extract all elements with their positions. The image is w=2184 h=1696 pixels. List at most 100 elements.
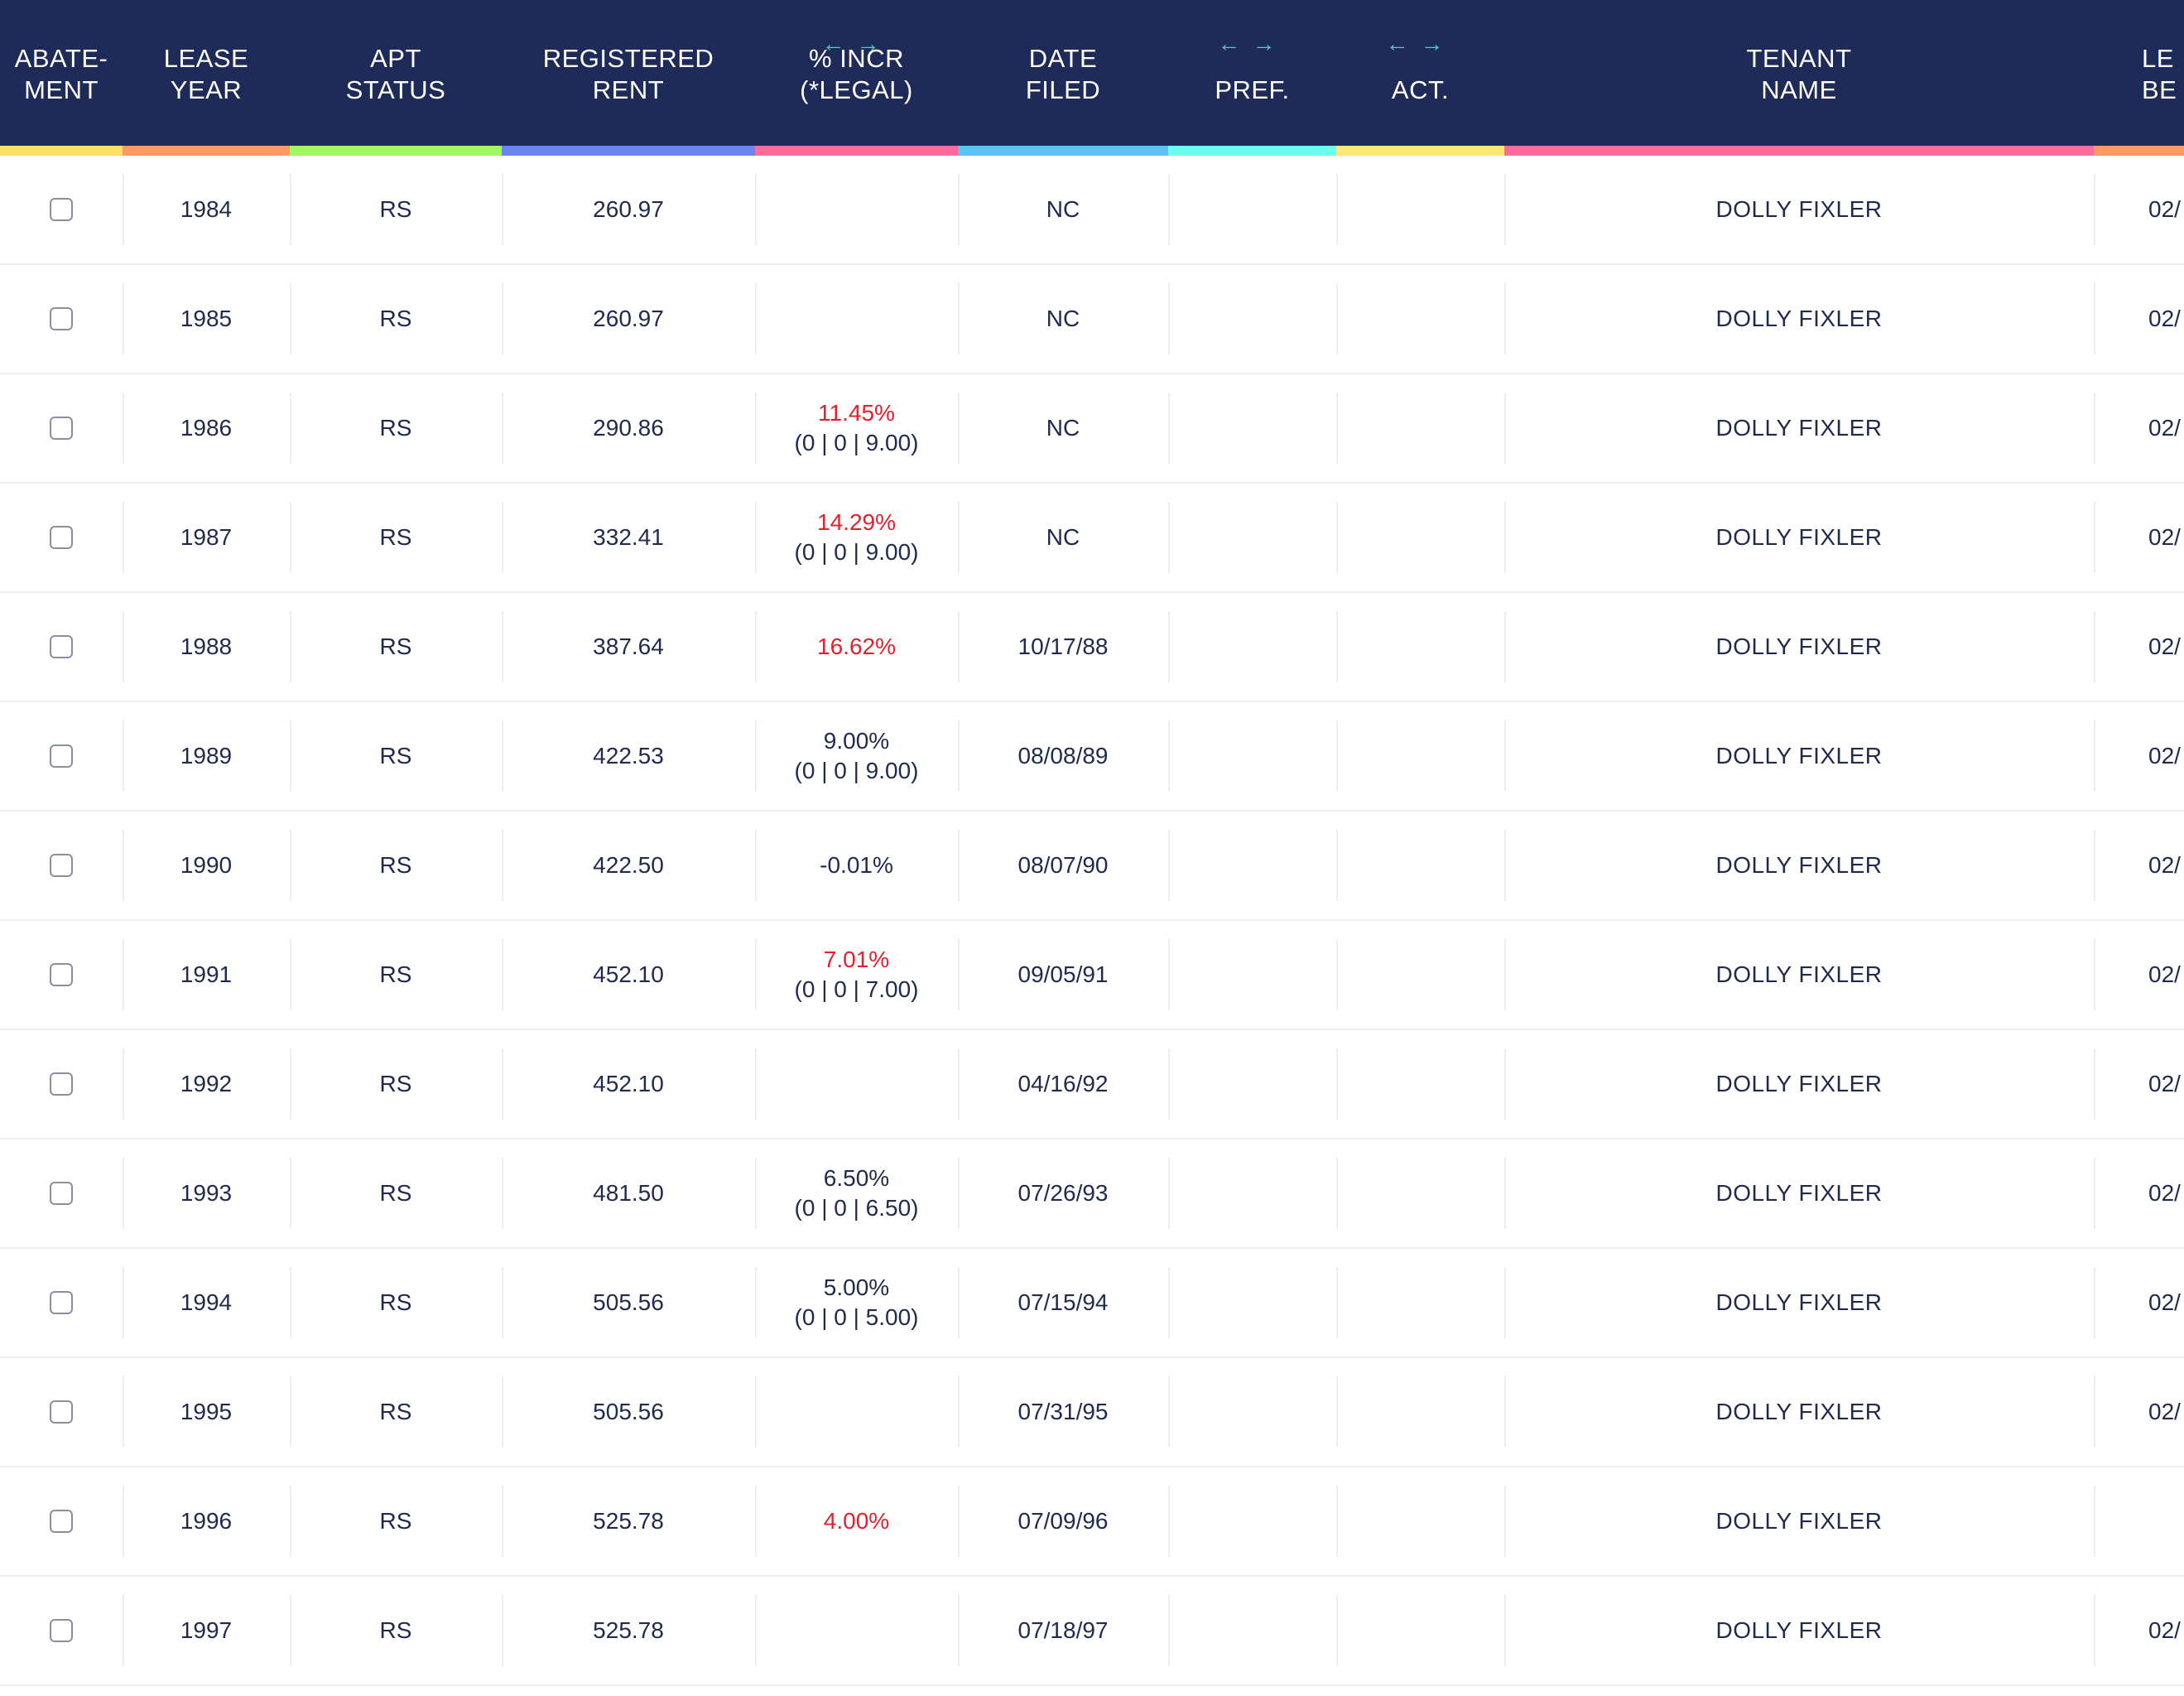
abatement-checkbox[interactable] bbox=[50, 1400, 73, 1424]
pct-incr-value: 5.00% bbox=[823, 1274, 890, 1300]
cell-pct-incr bbox=[755, 1577, 958, 1684]
table-row[interactable]: 1990 RS 422.50 -0.01% 08/07/90 DOLLY FIXLER 02… bbox=[0, 812, 2184, 921]
column-color-stripe bbox=[755, 146, 958, 156]
column-header-date-filed[interactable]: DATE FILED bbox=[958, 0, 1168, 156]
table-row[interactable]: 1988 RS 387.64 16.62% 10/17/88 DOLLY FIXLER 02… bbox=[0, 593, 2184, 702]
cell-registered-rent: 481.50 bbox=[502, 1140, 755, 1247]
lease-begin-value: 02/ bbox=[2148, 634, 2181, 659]
table-row[interactable]: 1994 RS 505.56 5.00% (0 | 0 | 5.00) 07/15/94 D… bbox=[0, 1249, 2184, 1358]
table-row[interactable]: 1987 RS 332.41 14.29% (0 | 0 | 9.00) NC DOLLY … bbox=[0, 484, 2184, 593]
abatement-checkbox[interactable] bbox=[50, 1182, 73, 1205]
lease-begin-value: 02/ bbox=[2148, 961, 2181, 987]
cell-pref bbox=[1168, 1577, 1336, 1684]
tenant-name-value: DOLLY FIXLER bbox=[1715, 743, 1883, 768]
column-header-label: NAME bbox=[1761, 75, 1837, 104]
cell-pref bbox=[1168, 1249, 1336, 1356]
table-row[interactable]: 1992 RS 452.10 04/16/92 DOLLY FIXLER 02/ bbox=[0, 1030, 2184, 1140]
cell-lease-begin: 02/ bbox=[2094, 374, 2184, 482]
column-header-pref[interactable]: ←→ PREF. bbox=[1168, 0, 1336, 156]
resize-arrows-icon[interactable]: ←→ bbox=[821, 31, 892, 56]
table-row[interactable]: 1991 RS 452.10 7.01% (0 | 0 | 7.00) 09/05/91 D… bbox=[0, 921, 2184, 1030]
tenant-name-value: DOLLY FIXLER bbox=[1715, 1508, 1883, 1534]
cell-abatement bbox=[0, 374, 123, 482]
cell-act bbox=[1336, 1467, 1504, 1575]
column-header-lease-begin[interactable]: LE BE bbox=[2094, 0, 2184, 156]
abatement-checkbox[interactable] bbox=[50, 526, 73, 549]
table-row[interactable]: 1989 RS 422.53 9.00% (0 | 0 | 9.00) 08/08/89 D… bbox=[0, 702, 2184, 812]
lease-year-value: 1984 bbox=[180, 196, 233, 222]
cell-pct-incr: 11.45% (0 | 0 | 9.00) bbox=[755, 374, 958, 482]
abatement-checkbox[interactable] bbox=[50, 635, 73, 658]
lease-begin-value: 02/ bbox=[2148, 1180, 2181, 1206]
cell-pct-incr bbox=[755, 1030, 958, 1138]
cell-lease-begin: 02/ bbox=[2094, 593, 2184, 701]
pct-incr-value: 4.00% bbox=[823, 1508, 890, 1534]
cell-pct-incr bbox=[755, 156, 958, 263]
column-header-apt-status[interactable]: APT STATUS bbox=[290, 0, 502, 156]
column-header-abatement[interactable]: ABATE- MENT bbox=[0, 0, 123, 156]
cell-pct-incr: 5.00% (0 | 0 | 5.00) bbox=[755, 1249, 958, 1356]
abatement-checkbox[interactable] bbox=[50, 1291, 73, 1314]
cell-tenant-name: DOLLY FIXLER bbox=[1504, 156, 2094, 263]
abatement-checkbox[interactable] bbox=[50, 198, 73, 221]
apt-status-value: RS bbox=[379, 1399, 412, 1424]
registered-rent-value: 525.78 bbox=[593, 1617, 664, 1643]
table-header: ABATE- MENT LEASE YEAR APT STATUS REGISTERED RE… bbox=[0, 0, 2184, 156]
abatement-checkbox[interactable] bbox=[50, 307, 73, 330]
abatement-checkbox[interactable] bbox=[50, 1072, 73, 1096]
cell-date-filed: 04/16/92 bbox=[958, 1030, 1168, 1138]
table-row[interactable]: 1993 RS 481.50 6.50% (0 | 0 | 6.50) 07/26/93 D… bbox=[0, 1140, 2184, 1249]
abatement-checkbox[interactable] bbox=[50, 1510, 73, 1533]
resize-arrows-icon[interactable]: ←→ bbox=[1217, 31, 1287, 56]
table-row[interactable]: 1995 RS 505.56 07/31/95 DOLLY FIXLER 02/ bbox=[0, 1358, 2184, 1467]
cell-lease-year: 1991 bbox=[123, 921, 290, 1029]
cell-tenant-name: DOLLY FIXLER bbox=[1504, 921, 2094, 1029]
abatement-checkbox[interactable] bbox=[50, 963, 73, 986]
table-row[interactable]: 1985 RS 260.97 NC DOLLY FIXLER 02/ bbox=[0, 265, 2184, 374]
cell-act bbox=[1336, 1249, 1504, 1356]
cell-date-filed: NC bbox=[958, 265, 1168, 373]
registered-rent-value: 452.10 bbox=[593, 961, 664, 987]
cell-registered-rent: 260.97 bbox=[502, 265, 755, 373]
column-header-lease-year[interactable]: LEASE YEAR bbox=[123, 0, 290, 156]
cell-pref bbox=[1168, 593, 1336, 701]
lease-year-value: 1996 bbox=[180, 1508, 233, 1534]
column-header-label: TENANT bbox=[1746, 44, 1852, 73]
table-row[interactable]: 1984 RS 260.97 NC DOLLY FIXLER 02/ bbox=[0, 156, 2184, 265]
abatement-checkbox[interactable] bbox=[50, 1619, 73, 1642]
table-row[interactable]: 1986 RS 290.86 11.45% (0 | 0 | 9.00) NC DOLLY … bbox=[0, 374, 2184, 484]
column-header-pct-incr[interactable]: ←→% INCR (*LEGAL) bbox=[755, 0, 958, 156]
registered-rent-value: 422.53 bbox=[593, 743, 664, 768]
cell-apt-status: RS bbox=[290, 1249, 502, 1356]
cell-lease-begin: 02/ bbox=[2094, 484, 2184, 591]
column-header-registered-rent[interactable]: REGISTERED RENT bbox=[502, 0, 755, 156]
apt-status-value: RS bbox=[379, 1289, 412, 1315]
cell-abatement bbox=[0, 593, 123, 701]
tenant-name-value: DOLLY FIXLER bbox=[1715, 1399, 1883, 1424]
apt-status-value: RS bbox=[379, 634, 412, 659]
column-header-label: FILED bbox=[1025, 75, 1101, 104]
column-header-act[interactable]: ←→ ACT. bbox=[1336, 0, 1504, 156]
column-header-label: LEASE bbox=[163, 44, 249, 73]
abatement-checkbox[interactable] bbox=[50, 854, 73, 877]
lease-year-value: 1993 bbox=[180, 1180, 233, 1206]
apt-status-value: RS bbox=[379, 961, 412, 987]
cell-date-filed: 09/05/91 bbox=[958, 921, 1168, 1029]
resize-arrows-icon[interactable]: ←→ bbox=[1385, 31, 1455, 56]
tenant-name-value: DOLLY FIXLER bbox=[1715, 961, 1883, 987]
cell-pct-incr: 16.62% bbox=[755, 593, 958, 701]
table-row[interactable]: 1996 RS 525.78 4.00% 07/09/96 DOLLY FIXLER bbox=[0, 1467, 2184, 1577]
lease-year-value: 1985 bbox=[180, 306, 233, 331]
cell-lease-begin: 02/ bbox=[2094, 1030, 2184, 1138]
lease-begin-value: 02/ bbox=[2148, 415, 2181, 441]
abatement-checkbox[interactable] bbox=[50, 744, 73, 768]
table-row[interactable]: 1997 RS 525.78 07/18/97 DOLLY FIXLER 02/ bbox=[0, 1577, 2184, 1686]
column-header-tenant-name[interactable]: TENANT NAME bbox=[1504, 0, 2094, 156]
lease-year-value: 1989 bbox=[180, 743, 233, 768]
cell-lease-begin: 02/ bbox=[2094, 921, 2184, 1029]
pct-incr-value: 14.29% bbox=[817, 509, 896, 535]
cell-abatement bbox=[0, 1249, 123, 1356]
abatement-checkbox[interactable] bbox=[50, 417, 73, 440]
cell-lease-year: 1988 bbox=[123, 593, 290, 701]
